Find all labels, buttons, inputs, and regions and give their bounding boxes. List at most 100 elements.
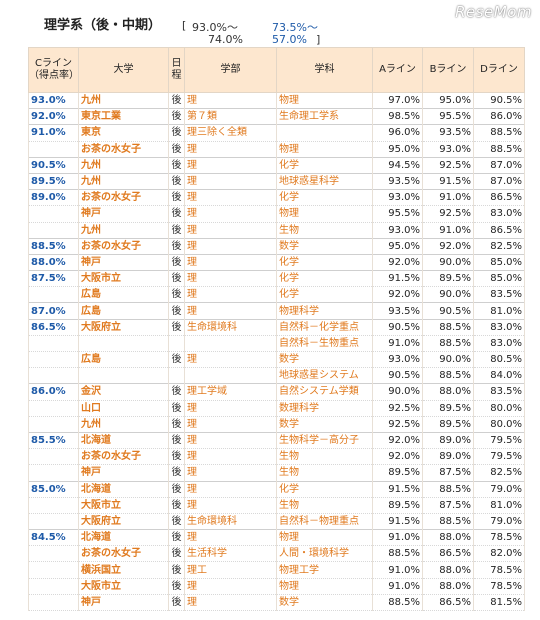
table-row: 神戸後理生物 89.5% 87.5% 82.5% bbox=[28, 464, 525, 482]
cell-faculty: 理 bbox=[184, 253, 277, 272]
table-row: 山口後理数理科学 92.5% 89.5% 80.0% bbox=[28, 400, 525, 417]
cell-department: 物理科学 bbox=[276, 302, 373, 320]
cell-cline bbox=[28, 351, 79, 369]
cell-b-line: 92.5% bbox=[422, 156, 474, 174]
cell-b-line: 89.5% bbox=[422, 400, 474, 417]
cell-d-line: 78.5% bbox=[473, 561, 525, 579]
cell-d-line: 81.5% bbox=[473, 594, 525, 612]
cell-department: 数学 bbox=[276, 351, 373, 369]
cell-schedule: 後 bbox=[168, 302, 185, 320]
cell-a-line: 91.5% bbox=[372, 480, 423, 498]
cell-b-line: 90.5% bbox=[422, 302, 474, 320]
cell-cline: 86.5% bbox=[28, 318, 79, 336]
table-row: お茶の水女子後理生物 92.0% 89.0% 79.5% bbox=[28, 448, 525, 466]
cell-schedule: 後 bbox=[168, 513, 185, 531]
cell-schedule: 後 bbox=[168, 189, 185, 207]
cell-department: 数学 bbox=[276, 594, 373, 612]
table-row: 横浜国立後理工 物理工学 91.0% 88.0% 78.5% bbox=[28, 561, 525, 579]
cell-university: 神戸 bbox=[78, 253, 169, 272]
cell-university: 北海道 bbox=[78, 431, 169, 450]
cell-department: 生物 bbox=[276, 222, 373, 239]
cell-schedule: 後 bbox=[168, 431, 185, 450]
cell-cline bbox=[28, 416, 79, 433]
cell-a-line: 95.0% bbox=[372, 237, 423, 255]
cell-b-line: 90.0% bbox=[422, 253, 474, 272]
cell-cline: 91.0% bbox=[28, 124, 79, 142]
cell-department: 地球惑星科学 bbox=[276, 172, 373, 191]
cell-department: 自然科－物理重点 bbox=[276, 513, 373, 531]
cell-cline bbox=[28, 400, 79, 417]
cell-university: 山口 bbox=[78, 400, 169, 417]
table-row: 神戸後理数学 88.5% 86.5% 81.5% bbox=[28, 594, 525, 612]
cell-b-line: 88.5% bbox=[422, 513, 474, 531]
cell-a-line: 94.5% bbox=[372, 156, 423, 174]
cell-b-line: 88.0% bbox=[422, 578, 474, 595]
table-row: 87.5% 大阪市立後理化学 91.5% 89.5% 85.0% bbox=[28, 270, 525, 288]
cell-university: お茶の水女子 bbox=[78, 237, 169, 255]
cell-schedule bbox=[168, 335, 185, 353]
cell-department: 自然科－化学重点 bbox=[276, 318, 373, 336]
cell-university bbox=[78, 367, 169, 385]
cell-cline: 89.5% bbox=[28, 172, 79, 191]
cell-a-line: 89.5% bbox=[372, 464, 423, 482]
cell-schedule: 後 bbox=[168, 124, 185, 142]
cell-faculty bbox=[184, 335, 277, 353]
cell-cline: 88.0% bbox=[28, 253, 79, 272]
cell-university: 大阪市立 bbox=[78, 578, 169, 595]
table-row: 大阪市立後理物理 91.0% 88.0% 78.5% bbox=[28, 578, 525, 595]
cell-d-line: 78.5% bbox=[473, 578, 525, 595]
cell-d-line: 87.0% bbox=[473, 156, 525, 174]
cell-department: 数理科学 bbox=[276, 400, 373, 417]
cell-faculty: 生活科学 bbox=[184, 545, 277, 563]
range-bottom-blue: 57.0% bbox=[272, 33, 307, 46]
cell-university: 大阪府立 bbox=[78, 318, 169, 336]
cell-faculty: 理工学域 bbox=[184, 383, 277, 401]
cell-faculty: 理 bbox=[184, 400, 277, 417]
cell-department: 物理 bbox=[276, 91, 373, 110]
table-row: 86.5% 大阪府立後生命環境科 自然科－化学重点 90.5% 88.5% 83.0% bbox=[28, 318, 525, 336]
cell-university: 大阪府立 bbox=[78, 513, 169, 531]
cell-cline bbox=[28, 578, 79, 595]
cell-a-line: 91.5% bbox=[372, 270, 423, 288]
cell-schedule: 後 bbox=[168, 91, 185, 110]
cell-b-line: 88.0% bbox=[422, 529, 474, 547]
cell-cline: 84.5% bbox=[28, 529, 79, 547]
cell-university bbox=[78, 335, 169, 353]
cell-schedule: 後 bbox=[168, 400, 185, 417]
header-b-line: Bライン bbox=[422, 47, 474, 93]
cell-cline bbox=[28, 367, 79, 385]
cell-faculty: 理 bbox=[184, 222, 277, 239]
cell-b-line: 89.5% bbox=[422, 270, 474, 288]
cell-schedule: 後 bbox=[168, 237, 185, 255]
cell-department: 物理工学 bbox=[276, 561, 373, 579]
cell-department: 化学 bbox=[276, 480, 373, 498]
table-row: 88.0% 神戸後理化学 92.0% 90.0% 85.0% bbox=[28, 253, 525, 272]
range-bracket-close: ] bbox=[316, 33, 321, 46]
cell-a-line: 91.5% bbox=[372, 513, 423, 531]
cell-d-line: 83.0% bbox=[473, 318, 525, 336]
cell-faculty: 理 bbox=[184, 578, 277, 595]
table-row: 85.0% 北海道後理化学 91.5% 88.5% 79.0% bbox=[28, 480, 525, 498]
cell-d-line: 79.5% bbox=[473, 448, 525, 466]
cell-a-line: 96.0% bbox=[372, 124, 423, 142]
cell-b-line: 91.5% bbox=[422, 172, 474, 191]
cell-cline bbox=[28, 561, 79, 579]
cell-faculty: 理 bbox=[184, 237, 277, 255]
cell-department: 物理 bbox=[276, 529, 373, 547]
header-d-line: Dライン bbox=[473, 47, 525, 93]
cell-university: 金沢 bbox=[78, 383, 169, 401]
cell-cline bbox=[28, 513, 79, 531]
cell-cline bbox=[28, 286, 79, 304]
header-department: 学科 bbox=[276, 47, 373, 93]
cell-schedule: 後 bbox=[168, 351, 185, 369]
cell-faculty: 理 bbox=[184, 416, 277, 433]
cell-department: 自然科－生物重点 bbox=[276, 335, 373, 353]
table-row: 87.0% 広島後理物理科学 93.5% 90.5% 81.0% bbox=[28, 302, 525, 320]
header-faculty: 学部 bbox=[184, 47, 277, 93]
cell-faculty: 理 bbox=[184, 497, 277, 514]
cell-schedule: 後 bbox=[168, 594, 185, 612]
cell-department: 生物科学－高分子 bbox=[276, 431, 373, 450]
cell-d-line: 83.5% bbox=[473, 383, 525, 401]
table-row: 大阪府立後生命環境科 自然科－物理重点 91.5% 88.5% 79.0% bbox=[28, 513, 525, 531]
cell-university: お茶の水女子 bbox=[78, 448, 169, 466]
